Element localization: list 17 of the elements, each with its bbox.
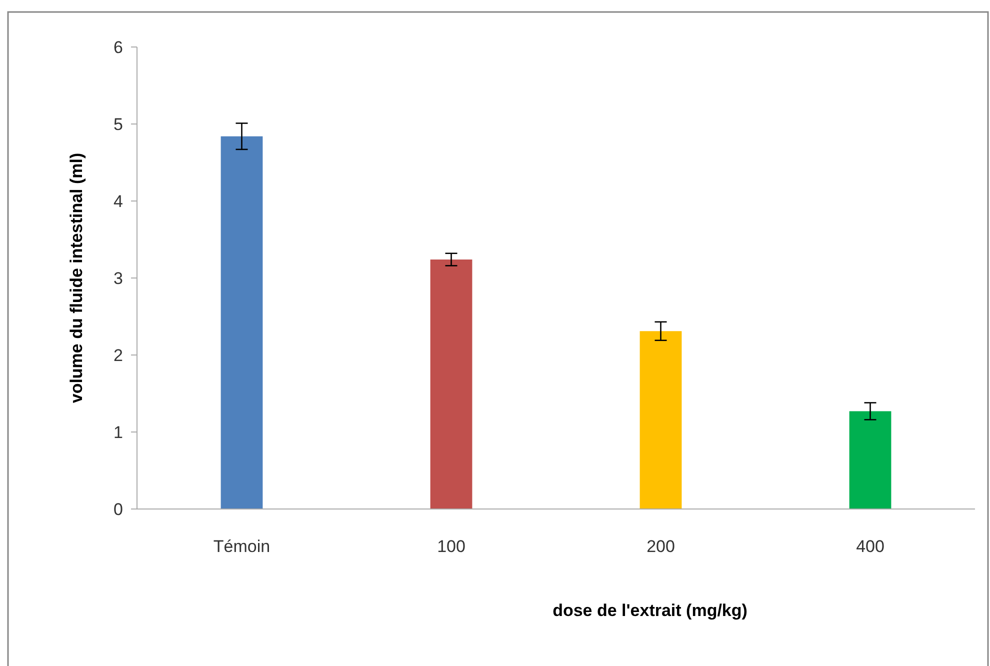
y-axis-title: volume du fluide intestinal (ml)	[67, 152, 86, 404]
y-tick-label: 5	[114, 114, 123, 134]
bar	[430, 260, 472, 509]
y-tick-label: 2	[114, 346, 123, 365]
y-tick-label: 6	[114, 38, 123, 57]
y-tick-label: 0	[114, 500, 123, 519]
y-tick-label: 3	[114, 268, 123, 288]
y-tick-label: 1	[114, 422, 123, 442]
bar	[849, 411, 892, 509]
bar	[220, 136, 263, 509]
x-tick-label: 200	[646, 537, 675, 556]
x-axis-title: dose de l'extrait (mg/kg)	[552, 601, 748, 620]
y-tick-label: 4	[114, 192, 123, 211]
x-tick-label: Témoin	[213, 537, 270, 556]
bar	[640, 331, 682, 509]
x-tick-label: 100	[437, 537, 466, 556]
x-tick-label: 400	[856, 537, 884, 556]
